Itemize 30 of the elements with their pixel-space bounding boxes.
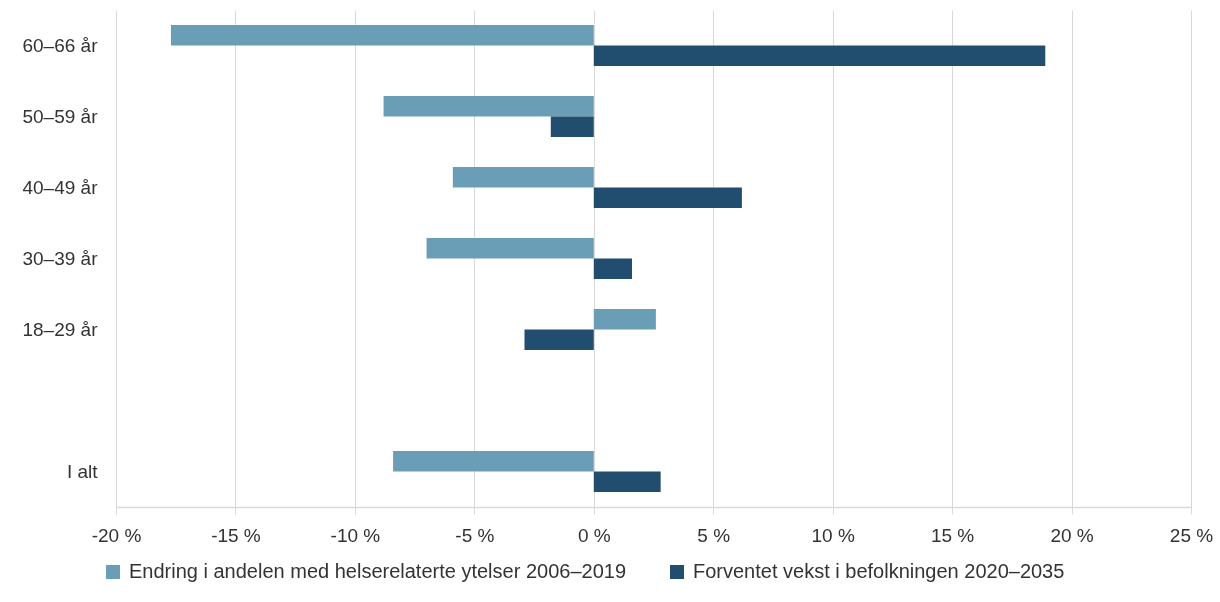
x-tick-label: 0 % bbox=[577, 524, 611, 546]
bar bbox=[593, 308, 656, 330]
y-tick-label: I alt bbox=[66, 460, 99, 482]
bar bbox=[524, 329, 594, 351]
x-tick-label: 10 % bbox=[811, 524, 855, 546]
bar bbox=[170, 24, 594, 46]
x-tick-label: -20 % bbox=[91, 524, 142, 546]
bar bbox=[593, 45, 1046, 67]
bar bbox=[593, 471, 661, 493]
x-tick-label: -5 % bbox=[455, 524, 495, 546]
y-tick-label: 18–29 år bbox=[22, 318, 99, 340]
bar bbox=[393, 450, 594, 472]
bar bbox=[383, 95, 594, 117]
y-tick-label: 30–39 år bbox=[22, 247, 99, 269]
x-tick-label: 15 % bbox=[930, 524, 975, 546]
x-tick-label: 5 % bbox=[697, 524, 731, 546]
x-tick-label: -10 % bbox=[330, 524, 381, 546]
y-tick-label: 60–66 år bbox=[22, 34, 99, 56]
bar bbox=[426, 237, 594, 259]
y-tick-label: 40–49 år bbox=[22, 176, 99, 198]
x-tick-label: 20 % bbox=[1050, 524, 1094, 546]
x-tick-label: -15 % bbox=[211, 524, 261, 546]
legend-label: Endring i andelen med helserelaterte ytelser 2006–2019 bbox=[129, 560, 627, 582]
x-tick-label: 25 % bbox=[1169, 524, 1214, 546]
bar bbox=[452, 166, 594, 188]
y-tick-label: 50–59 år bbox=[22, 105, 99, 127]
bar bbox=[550, 116, 594, 138]
legend-label: Forventet vekst i befolkningen 2020–2035 bbox=[693, 560, 1065, 582]
bar bbox=[593, 258, 632, 280]
bar bbox=[593, 187, 742, 209]
